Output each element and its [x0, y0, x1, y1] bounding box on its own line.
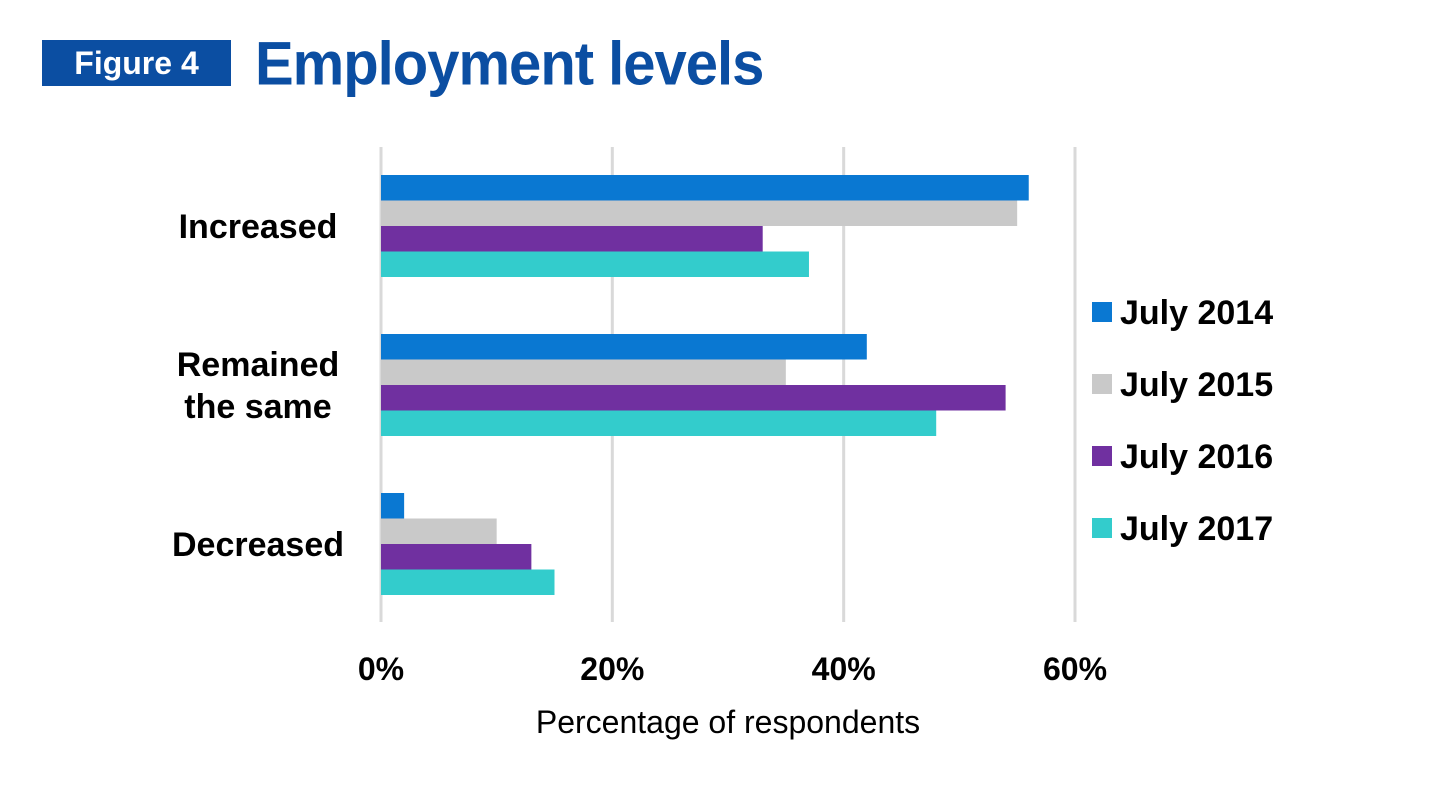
bar [381, 544, 532, 570]
legend-swatch [1092, 302, 1112, 322]
x-tick-label: 20% [580, 651, 644, 687]
figure-label-badge: Figure 4 [42, 40, 231, 86]
legend-swatch [1092, 518, 1112, 538]
category-labels: Increased Remained the same Decreased [172, 208, 344, 564]
bar [381, 251, 809, 277]
chart-title: Employment levels [255, 30, 764, 99]
legend-label: July 2014 [1120, 294, 1273, 332]
legend-swatch [1092, 374, 1112, 394]
x-tick-label: 60% [1043, 651, 1107, 687]
bar [381, 518, 497, 544]
x-tick-label: 40% [812, 651, 876, 687]
bar [381, 385, 1006, 411]
category-label: Increased [179, 208, 338, 246]
legend-label: July 2015 [1120, 366, 1273, 404]
bar [381, 200, 1018, 226]
legend-label: July 2017 [1120, 510, 1273, 548]
bar [381, 175, 1029, 201]
bar [381, 359, 786, 385]
bar [381, 410, 937, 436]
x-axis-title: Percentage of respondents [536, 704, 920, 740]
x-tick-label: 0% [358, 651, 404, 687]
legend-label: July 2016 [1120, 438, 1273, 476]
bar [381, 493, 405, 519]
bar [381, 334, 867, 360]
bars [381, 175, 1029, 595]
legend-swatch [1092, 446, 1112, 466]
legend: July 2014 July 2015 July 2016 July 2017 [1092, 294, 1273, 548]
category-label: Decreased [172, 526, 344, 564]
x-tick-labels: 0% 20% 40% 60% [358, 651, 1107, 687]
bar [381, 569, 555, 595]
category-label: the same [184, 388, 331, 426]
bar [381, 226, 763, 252]
category-label: Remained [177, 346, 340, 384]
